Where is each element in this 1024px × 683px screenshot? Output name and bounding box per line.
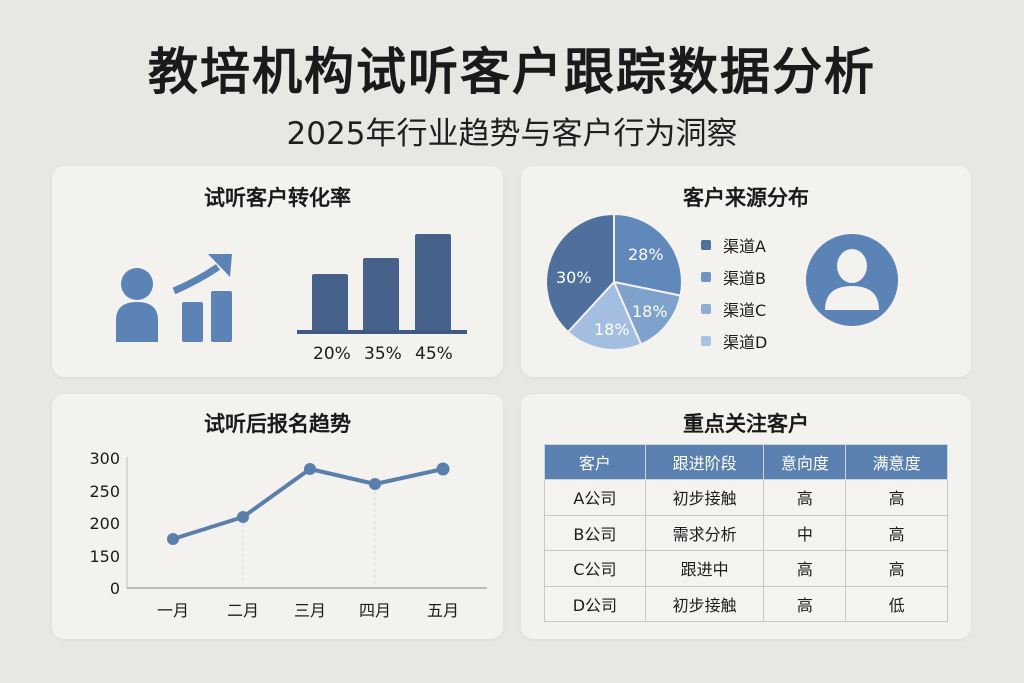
column-header: 满意度 [845, 444, 948, 480]
bar-1 [312, 274, 348, 332]
bar-label-2: 35% [364, 344, 402, 364]
cell-satisfaction: 高 [845, 479, 948, 516]
cell-stage: 跟进中 [644, 550, 765, 587]
pie-label-b: 28% [628, 245, 664, 264]
table-row: B公司 需求分析 中 高 [544, 514, 948, 551]
source-pie-chart [545, 213, 683, 351]
cell-intent: 高 [763, 585, 847, 622]
cell-intent: 高 [763, 550, 847, 587]
cell-satisfaction: 高 [845, 550, 948, 587]
pie-label-a: 30% [556, 268, 592, 287]
legend-swatch [701, 240, 711, 250]
table-row: C公司 跟进中 高 高 [544, 550, 948, 587]
card-title: 重点关注客户 [683, 412, 809, 436]
y-tick: 150 [89, 547, 120, 566]
table-row: A公司 初步接触 高 高 [544, 479, 948, 516]
cell-intent: 中 [763, 514, 847, 551]
focus-customers-table: 客户 跟进阶段 意向度 满意度 A公司 初步接触 高 高 B公司 需求分析 中 … [544, 444, 948, 622]
y-tick: 300 [89, 449, 120, 468]
card-title: 客户来源分布 [683, 186, 809, 210]
cell-stage: 初步接触 [644, 585, 765, 622]
user-avatar-icon [806, 234, 898, 326]
pie-label-c: 18% [632, 302, 668, 321]
x-tick: 四月 [358, 601, 391, 620]
legend-swatch [701, 304, 711, 314]
y-tick: 200 [89, 514, 120, 533]
bar-2 [363, 258, 399, 332]
cell-customer: C公司 [544, 550, 646, 587]
cell-satisfaction: 低 [845, 585, 948, 622]
x-tick: 一月 [156, 601, 189, 620]
bar-3 [415, 234, 451, 332]
customer-source-card: 客户来源分布 28% 18% 18% 30% 渠道A 渠道B 渠道C 渠道D [521, 166, 971, 377]
pie-label-d: 18% [594, 320, 630, 339]
legend-swatch [701, 336, 711, 346]
user-growth-icon [116, 254, 232, 342]
x-tick: 二月 [226, 601, 259, 620]
cell-customer: D公司 [544, 585, 646, 622]
legend-item-b: 渠道B [701, 265, 766, 289]
legend-label: 渠道A [723, 237, 766, 256]
cell-intent: 高 [763, 479, 847, 516]
y-tick: 0 [109, 579, 120, 598]
legend-label: 渠道D [723, 333, 768, 352]
focus-customers-card: 重点关注客户 客户 跟进阶段 意向度 满意度 A公司 初步接触 高 高 B公司 … [521, 394, 971, 639]
bar-label-1: 20% [313, 344, 351, 364]
legend-swatch [701, 272, 711, 282]
conversion-bar-chart [297, 234, 467, 334]
cell-stage: 初步接触 [644, 479, 765, 516]
page-subtitle: 2025年行业趋势与客户行为洞察 [286, 116, 738, 152]
cell-satisfaction: 高 [845, 514, 948, 551]
bar-label-3: 45% [415, 344, 453, 364]
column-header: 跟进阶段 [644, 444, 765, 480]
legend-item-c: 渠道C [701, 297, 766, 321]
legend-label: 渠道C [723, 301, 767, 320]
enrollment-trend-card: 试听后报名趋势 300 250 200 150 0 一月 二月 三月 四月 五月 [52, 394, 503, 639]
page-title: 教培机构试听客户跟踪数据分析 [148, 43, 876, 101]
card-title: 试听客户转化率 [204, 186, 351, 210]
column-header: 客户 [544, 444, 646, 480]
legend-label: 渠道B [723, 269, 766, 288]
x-tick: 五月 [426, 601, 459, 620]
legend-item-d: 渠道D [701, 329, 767, 353]
x-tick: 三月 [293, 601, 326, 620]
enrollment-line-chart [126, 457, 487, 589]
table-row: D公司 初步接触 高 低 [544, 585, 948, 622]
cell-customer: A公司 [544, 479, 646, 516]
cell-stage: 需求分析 [644, 514, 765, 551]
y-tick: 250 [89, 482, 120, 501]
legend-item-a: 渠道A [701, 233, 766, 257]
card-title: 试听后报名趋势 [204, 412, 351, 436]
conversion-rate-card: 试听客户转化率 20% 35% 45% [52, 166, 503, 377]
cell-customer: B公司 [544, 514, 646, 551]
column-header: 意向度 [763, 444, 847, 480]
